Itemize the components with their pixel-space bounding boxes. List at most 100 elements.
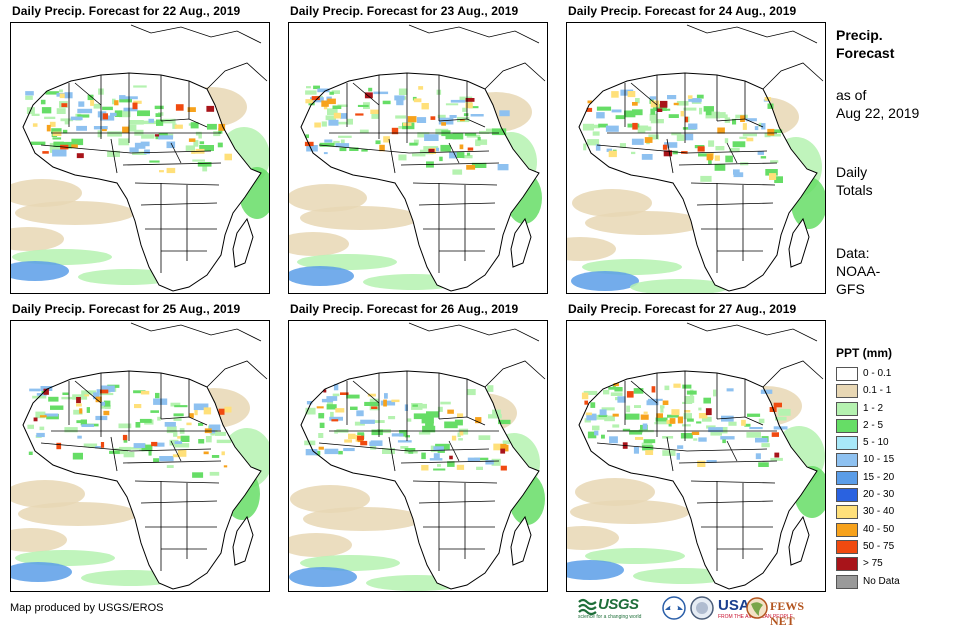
rainfall-patch	[742, 133, 757, 137]
rainfall-patch	[676, 134, 685, 141]
rainfall-patch	[500, 448, 506, 454]
rainfall-patch	[591, 124, 600, 129]
rainfall-patch	[198, 422, 204, 426]
rainfall-patch	[774, 176, 783, 183]
rainfall-patch	[174, 443, 190, 448]
rainfall-patch	[357, 104, 369, 107]
rainfall-patch	[52, 149, 67, 157]
rainfall-patch	[474, 457, 489, 461]
rainfall-patch	[344, 439, 352, 443]
side-title-line1: Precip.	[836, 27, 883, 43]
rainfall-patch	[435, 147, 440, 152]
rainfall-patch	[726, 388, 734, 392]
map-svg	[567, 24, 825, 293]
rainfall-patch	[478, 435, 491, 440]
rainfall-patch	[192, 159, 205, 162]
rainfall-patch	[62, 392, 69, 395]
legend-label: No Data	[863, 575, 900, 587]
rainfall-patch	[199, 145, 214, 151]
rainfall-patch	[676, 101, 689, 106]
rainfall-patch	[606, 148, 613, 152]
rainfall-patch	[686, 418, 694, 422]
rainfall-patch	[103, 400, 111, 407]
rainfall-patch	[404, 404, 408, 411]
rainfall-patch	[79, 408, 83, 414]
as-of-date: Aug 22, 2019	[836, 105, 920, 121]
rainfall-patch	[112, 98, 116, 105]
rainfall-patch	[581, 392, 589, 400]
rainfall-patch	[172, 454, 180, 458]
rainfall-patch	[663, 150, 673, 157]
rainfall-patch	[706, 425, 716, 429]
map-svg	[567, 322, 825, 590]
rainfall-patch	[180, 435, 190, 442]
rainfall-patch	[207, 123, 217, 130]
rainfall-patch	[424, 134, 439, 141]
rainfall-patch	[449, 455, 453, 460]
forecast-panel-3: Daily Precip. Forecast for 24 Aug., 2019	[566, 4, 826, 294]
rainfall-patch	[765, 169, 778, 176]
rainfall-patch	[340, 139, 345, 146]
rainfall-patch	[706, 111, 712, 116]
rainfall-patch	[174, 405, 188, 408]
rainfall-patch	[708, 158, 712, 165]
rainfall-patch	[188, 123, 192, 126]
country-border	[170, 142, 182, 164]
rainfall-patch	[682, 424, 691, 427]
rainfall-patch	[716, 112, 726, 115]
rainfall-patch	[331, 90, 340, 94]
rainfall-patch	[404, 435, 410, 438]
rainfall-patch	[360, 419, 375, 424]
rainfall-patch	[125, 447, 141, 450]
northern-coastline	[686, 24, 824, 90]
country-border	[448, 142, 460, 164]
rainfall-patch	[326, 404, 337, 410]
rainfall-patch	[52, 137, 62, 140]
country-border	[130, 150, 212, 154]
rainfall-patch	[25, 91, 34, 96]
rainfall-patch	[667, 95, 677, 100]
data-source-2: GFS	[836, 281, 865, 297]
rainfall-patch	[775, 416, 787, 421]
northern-coastline	[408, 24, 546, 90]
noaa-logo	[662, 594, 688, 622]
rainfall-patch	[81, 424, 94, 427]
northern-coastline	[130, 322, 268, 388]
rainfall-patch	[768, 133, 781, 137]
rainfall-patch	[421, 452, 426, 460]
rainfall-patch	[338, 121, 351, 125]
rainfall-patch	[209, 471, 220, 476]
rainfall-patch	[445, 103, 459, 106]
rainfall-patch	[647, 398, 663, 401]
rainfall-patch	[651, 386, 656, 393]
rainfall-patch	[56, 108, 66, 114]
ocean-precip-area	[300, 555, 400, 571]
rainfall-patch	[629, 430, 643, 435]
country-border	[678, 460, 778, 464]
rainfall-patch	[90, 100, 95, 106]
rainfall-patch	[676, 453, 680, 460]
rainfall-patch	[76, 125, 87, 131]
rainfall-patch	[680, 110, 684, 117]
country-border	[110, 138, 118, 174]
rainfall-patch	[706, 460, 717, 463]
country-border	[140, 202, 218, 206]
rainfall-patch	[594, 414, 608, 420]
rainfall-patch	[188, 138, 196, 142]
rainfall-patch	[452, 132, 464, 140]
rainfall-patch	[672, 150, 678, 155]
country-border	[134, 182, 220, 186]
rainfall-patch	[746, 432, 761, 438]
rainfall-patch	[52, 131, 62, 136]
rainfall-patch	[705, 408, 712, 416]
africa-precip-map	[566, 320, 826, 592]
rainfall-patch	[155, 113, 161, 117]
rainfall-patch	[114, 110, 123, 117]
rainfall-patch	[691, 431, 700, 435]
rainfall-patch	[449, 152, 457, 159]
country-border	[666, 436, 674, 472]
country-border	[74, 380, 102, 404]
rainfall-patch	[334, 430, 338, 434]
rainfall-patch	[758, 122, 762, 127]
ocean-precip-area	[582, 259, 682, 275]
